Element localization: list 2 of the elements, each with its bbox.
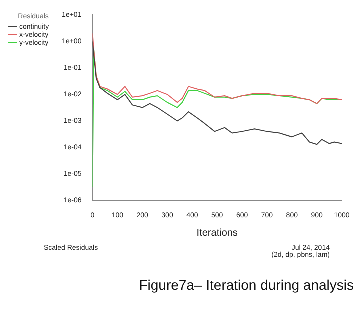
x-axis-title: Iterations (196, 228, 238, 239)
caption: Figure7a– Iteration during analysis (138, 277, 354, 293)
